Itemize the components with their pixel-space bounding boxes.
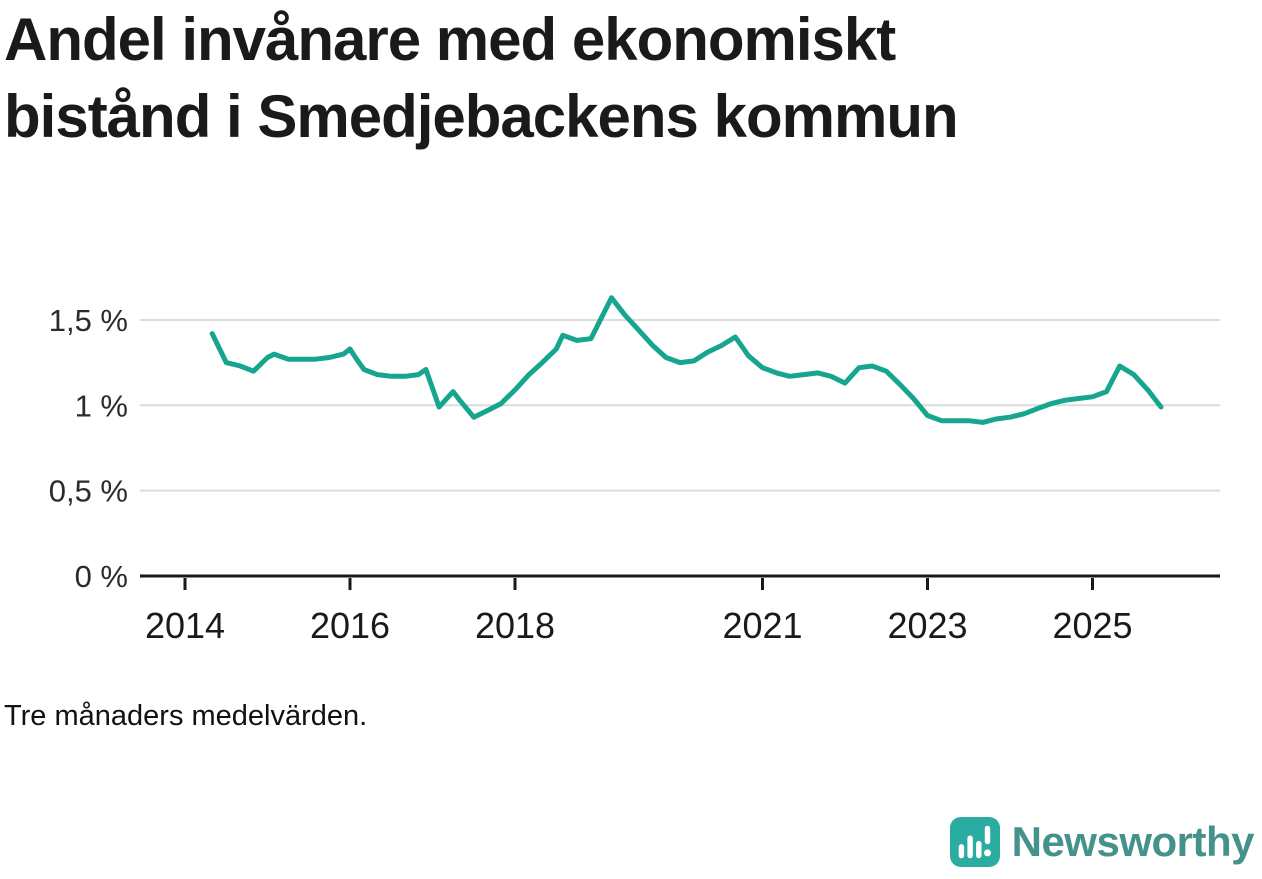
x-tick-label: 2025 xyxy=(1052,605,1132,646)
x-tick-label: 2016 xyxy=(310,605,390,646)
data-line-series xyxy=(209,295,1164,425)
y-tick-label: 0 % xyxy=(75,559,128,594)
y-tick-label: 0,5 % xyxy=(49,474,128,509)
line-chart: 0 % 0,5 % 1 % 1,5 % 2014 2016 2018 2021 2023 2025 xyxy=(49,295,1220,646)
newsworthy-logo[interactable]: Newsworthy xyxy=(949,817,1255,867)
x-tick-label: 2021 xyxy=(722,605,802,646)
x-tick-label: 2018 xyxy=(475,605,555,646)
y-tick-label: 1 % xyxy=(75,388,128,423)
page-title: Andel invånare med ekonomiskt bistånd i … xyxy=(4,6,959,150)
y-tick-label: 1,5 % xyxy=(49,303,128,338)
x-tick-label: 2023 xyxy=(887,605,967,646)
newsworthy-logo-icon xyxy=(949,817,1000,867)
x-tick-label: 2014 xyxy=(145,605,225,646)
chart-footnote: Tre månaders medelvärden. xyxy=(4,700,368,732)
newsworthy-wordmark: Newsworthy xyxy=(1011,818,1255,865)
